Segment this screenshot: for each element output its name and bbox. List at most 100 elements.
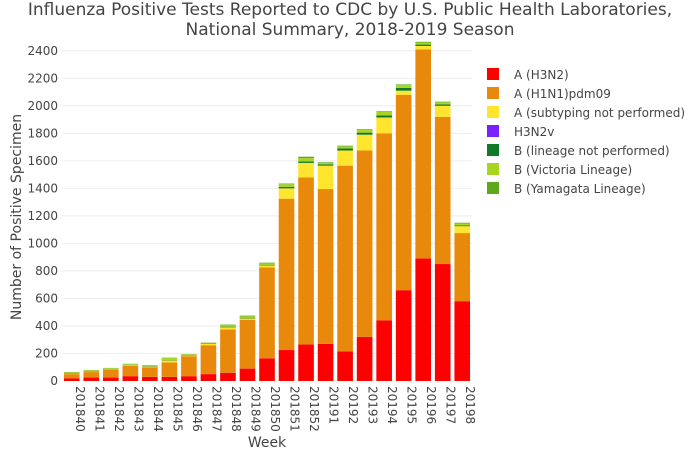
x-tick-label: 20197 xyxy=(444,386,458,424)
bar-segment xyxy=(181,376,197,381)
y-tick-label: 0 xyxy=(50,374,58,388)
bar-segment xyxy=(357,151,373,337)
bar-segment xyxy=(357,135,373,151)
bar-segment xyxy=(83,378,99,381)
bar-segment xyxy=(64,372,80,373)
x-tick-label: 201849 xyxy=(248,386,262,432)
legend-label: A (subtyping not performed) xyxy=(514,106,685,120)
bar-segment xyxy=(142,365,158,366)
bar-segment xyxy=(415,49,431,258)
bars xyxy=(64,42,470,381)
y-axis-title: Number of Positive Specimen xyxy=(9,114,25,320)
legend-label: B (Victoria Lineage) xyxy=(514,163,632,177)
bar-segment xyxy=(220,327,236,329)
bar-segment xyxy=(162,362,178,376)
x-tick-label: 201850 xyxy=(268,386,282,432)
bar-segment xyxy=(357,337,373,381)
bar-segment xyxy=(64,373,80,374)
bar-segment xyxy=(298,163,314,177)
bar-segment xyxy=(318,162,334,163)
bar-segment xyxy=(123,366,139,376)
bar-segment xyxy=(337,148,353,150)
bar-segment xyxy=(201,344,217,345)
x-tick-label: 20191 xyxy=(327,386,341,424)
bar-segment xyxy=(396,290,412,381)
bar-segment xyxy=(396,85,412,88)
bar-segment xyxy=(454,223,470,225)
bar-segment xyxy=(279,184,295,185)
bar-segment xyxy=(240,316,256,317)
bar-segment xyxy=(376,111,392,112)
bar-segment xyxy=(83,371,99,372)
bar-segment xyxy=(435,264,451,381)
bar-segment xyxy=(318,344,334,381)
bar-segment xyxy=(454,226,470,233)
x-axis-title: Week xyxy=(248,435,287,450)
x-tick-label: 201842 xyxy=(112,386,126,432)
bar-segment xyxy=(220,373,236,381)
x-tick-label: 20196 xyxy=(424,386,438,424)
x-tick-label: 20192 xyxy=(346,386,360,424)
legend-swatch xyxy=(487,68,499,80)
bar-segment xyxy=(318,189,334,344)
bar-segment xyxy=(103,369,119,370)
x-tick-label: 201844 xyxy=(151,386,165,432)
bar-segment xyxy=(337,351,353,381)
bar-segment xyxy=(376,115,392,117)
x-tick-label: 20193 xyxy=(366,386,380,424)
bar-segment xyxy=(240,369,256,381)
y-tick-label: 600 xyxy=(35,291,58,305)
y-tick-label: 1800 xyxy=(27,126,58,140)
bar-segment xyxy=(142,367,158,368)
bar-segment xyxy=(259,263,275,264)
y-tick-label: 200 xyxy=(35,346,58,360)
bar-segment xyxy=(454,223,470,224)
bar-segment xyxy=(259,265,275,267)
bar-segment xyxy=(376,320,392,381)
bar-segment xyxy=(220,325,236,326)
bar-segment xyxy=(435,117,451,264)
legend: A (H3N2) A (H1N1)pdm09 A (subtyping not pe… xyxy=(487,68,685,196)
bar-segment xyxy=(220,329,236,372)
y-tick-label: 1600 xyxy=(27,154,58,168)
bar-segment xyxy=(201,374,217,381)
x-tick-label: 20194 xyxy=(385,386,399,424)
y-tick-label: 2000 xyxy=(27,99,58,113)
y-axis-ticks: 0 200 400 600 800 1000 1200 1400 1600 1800 2000 220… xyxy=(27,44,58,388)
bar-segment xyxy=(64,374,80,378)
legend-swatch xyxy=(487,182,499,194)
legend-label: A (H1N1)pdm09 xyxy=(514,87,611,101)
bar-segment xyxy=(376,112,392,115)
x-tick-label: 201846 xyxy=(190,386,204,432)
x-tick-label: 20195 xyxy=(405,386,419,424)
bar-segment xyxy=(181,354,197,355)
bar-segment xyxy=(337,146,353,147)
x-tick-label: 201852 xyxy=(307,386,321,432)
bar-segment xyxy=(415,259,431,381)
bar-segment xyxy=(396,88,412,91)
y-tick-label: 2200 xyxy=(27,71,58,85)
x-tick-label: 201848 xyxy=(229,386,243,432)
legend-swatch xyxy=(487,125,499,137)
bar-segment xyxy=(396,95,412,290)
bar-segment xyxy=(435,102,451,104)
y-tick-label: 800 xyxy=(35,264,58,278)
x-tick-label: 201841 xyxy=(92,386,106,432)
bar-segment xyxy=(123,376,139,381)
y-tick-label: 2400 xyxy=(27,44,58,58)
bar-segment xyxy=(181,356,197,357)
y-tick-label: 1400 xyxy=(27,181,58,195)
bar-segment xyxy=(83,370,99,371)
x-tick-label: 201851 xyxy=(288,386,302,432)
y-tick-label: 1000 xyxy=(27,236,58,250)
legend-label: A (H3N2) xyxy=(514,68,569,82)
legend-label: B (Yamagata Lineage) xyxy=(514,182,646,196)
bar-segment xyxy=(454,226,470,227)
bar-segment xyxy=(415,46,431,49)
bar-segment xyxy=(435,104,451,105)
bar-segment xyxy=(337,151,353,166)
bar-segment xyxy=(201,345,217,374)
bar-segment xyxy=(201,343,217,344)
bar-segment xyxy=(240,318,256,319)
bar-segment xyxy=(123,364,139,365)
